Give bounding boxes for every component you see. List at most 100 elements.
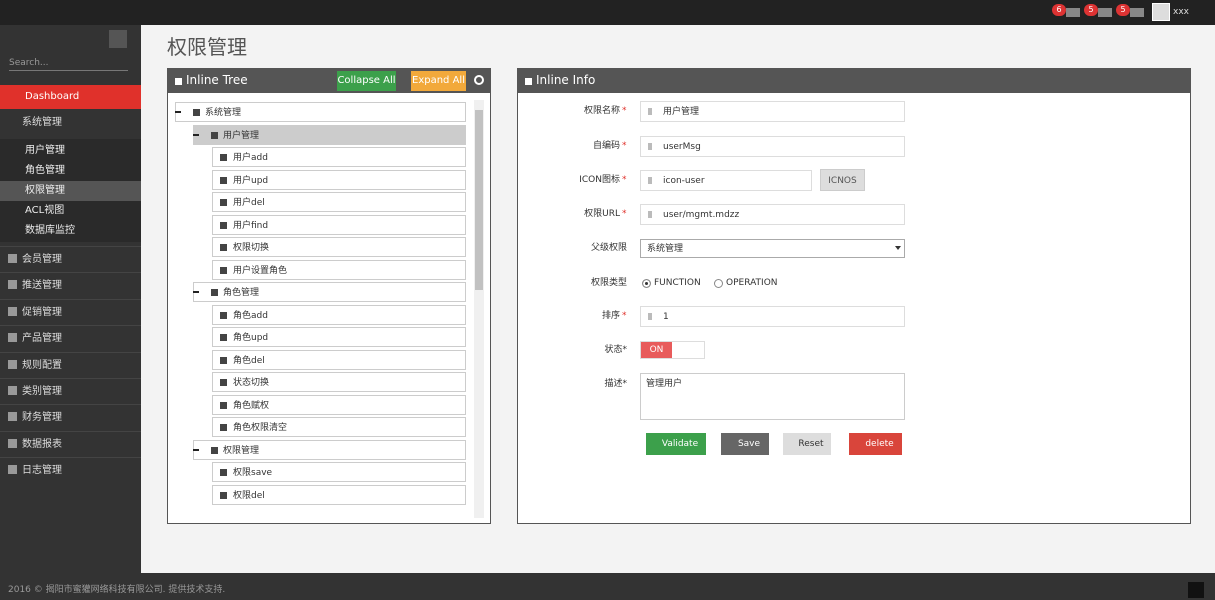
form-button[interactable]: delete (849, 433, 902, 455)
search-box[interactable]: Search... (9, 55, 128, 71)
submenu-item[interactable]: 角色管理 (25, 165, 65, 176)
avatar[interactable] (1152, 3, 1170, 21)
input-icon (648, 143, 652, 150)
field-label: ICON图标 (579, 175, 620, 185)
menu-item[interactable]: 数据报表 (0, 430, 141, 456)
toggle-icon (175, 111, 181, 113)
input-icon (648, 313, 652, 320)
radio[interactable] (714, 279, 723, 288)
select-arrow (895, 246, 901, 253)
node-icon (220, 491, 227, 499)
menu-item[interactable]: 会员管理 (0, 246, 141, 271)
node-icon (220, 424, 227, 431)
menu-icon (8, 280, 17, 290)
toggle[interactable] (640, 341, 705, 359)
text-input[interactable]: icon-user (640, 170, 812, 191)
input-icon (648, 108, 652, 115)
submenu-item[interactable]: 用户管理 (25, 145, 65, 156)
textarea[interactable]: 管理用户 (640, 373, 905, 420)
node-icon (211, 289, 218, 296)
node-icon (220, 356, 227, 364)
node-icon (220, 311, 227, 319)
menu-item[interactable]: 推送管理 (0, 272, 141, 297)
tree-node[interactable]: 角色add (212, 304, 466, 325)
footer (0, 573, 1215, 600)
toggle-icon (193, 133, 199, 136)
radio[interactable] (642, 279, 651, 288)
radio-label[interactable]: FUNCTION (654, 278, 701, 288)
footer-text: 2016 © 揭阳市蜜獾网络科技有限公司. 提供技术支持. (8, 585, 226, 595)
menu-icon (8, 465, 17, 475)
tree-node[interactable]: 角色del (212, 349, 466, 370)
panel-header (517, 68, 1191, 93)
tree-node[interactable]: 角色赋权 (212, 394, 466, 415)
refresh-button[interactable] (474, 75, 484, 85)
radio-label[interactable]: OPERATION (726, 278, 778, 288)
expand-button[interactable]: Expand All (411, 71, 466, 91)
menu-item[interactable]: 产品管理 (0, 325, 141, 350)
tree-node[interactable]: 用户设置角色 (212, 259, 466, 280)
menu-item[interactable]: 促销管理 (0, 298, 141, 324)
field-label: 状态* (604, 345, 627, 355)
toggle-icon (193, 291, 199, 293)
user-name[interactable]: xxx (1173, 7, 1189, 17)
menu-item[interactable]: 规则配置 (0, 351, 141, 377)
input-icon (648, 177, 652, 184)
menu-toggle[interactable] (109, 30, 127, 48)
tree-node[interactable]: 用户upd (212, 169, 466, 190)
notify-icon[interactable] (1098, 8, 1112, 17)
scroll-thumb (475, 110, 483, 290)
menu-item[interactable]: 类别管理 (0, 378, 141, 403)
submenu-item[interactable]: 数据库监控 (25, 225, 75, 236)
icon-button[interactable]: ICNOS (820, 169, 865, 191)
menu-item[interactable]: 财务管理 (0, 404, 141, 429)
top-bar (0, 0, 1215, 25)
badge: 5 (1084, 4, 1098, 16)
required-mark: * (622, 106, 627, 116)
submenu-item[interactable]: ACL视图 (25, 205, 65, 216)
tree-node[interactable]: 状态切换 (212, 372, 466, 392)
field-label: 描述* (604, 379, 627, 389)
required-mark: * (622, 141, 627, 151)
panel-title: Inline Info (536, 73, 596, 87)
node-icon (220, 401, 227, 409)
tree-node[interactable]: 角色管理 (193, 282, 466, 302)
text-input[interactable]: 1 (640, 306, 905, 327)
toggle-on: ON (641, 342, 672, 358)
form-button[interactable]: Reset (783, 433, 831, 455)
tree-node[interactable]: 用户del (212, 192, 466, 212)
notify-icon[interactable] (1130, 8, 1144, 17)
submenu-item[interactable]: 权限管理 (0, 181, 141, 201)
node-icon (211, 131, 218, 139)
notify-icon[interactable] (1066, 8, 1080, 17)
tree-node[interactable]: 角色权限清空 (212, 417, 466, 437)
tree-node[interactable]: 权限切换 (212, 237, 466, 257)
node-icon (220, 199, 227, 206)
collapse-button[interactable]: Collapse All (337, 71, 396, 91)
field-label: 权限名称 (583, 106, 620, 116)
text-input[interactable]: userMsg (640, 136, 905, 157)
tree-node[interactable]: 用户add (212, 147, 466, 167)
panel-title: Inline Tree (186, 73, 248, 87)
text-input[interactable]: user/mgmt.mdzz (640, 204, 905, 225)
tree-node[interactable]: 用户find (212, 214, 466, 235)
menu-item[interactable]: Dashboard (0, 85, 141, 109)
tree-node[interactable]: 权限save (212, 462, 466, 482)
tree-node[interactable]: 权限管理 (193, 439, 466, 460)
menu-item[interactable]: 日志管理 (0, 457, 141, 482)
form-button[interactable]: Save (721, 433, 769, 455)
menu-icon (8, 254, 17, 263)
text-input[interactable]: 用户管理 (640, 101, 905, 122)
tree-node[interactable]: 系统管理 (175, 102, 466, 122)
tree-node[interactable]: 用户管理 (193, 124, 466, 145)
scroll-top[interactable] (1188, 582, 1204, 598)
tree-node[interactable]: 权限del (212, 484, 466, 505)
input-icon (648, 211, 652, 218)
form-button[interactable]: Validate (646, 433, 706, 455)
node-icon (220, 469, 227, 476)
required-mark: * (622, 311, 627, 321)
select[interactable]: 系统管理 (640, 239, 905, 258)
tree-node[interactable]: 角色upd (212, 327, 466, 347)
menu-item[interactable]: 系统管理 (22, 117, 62, 128)
